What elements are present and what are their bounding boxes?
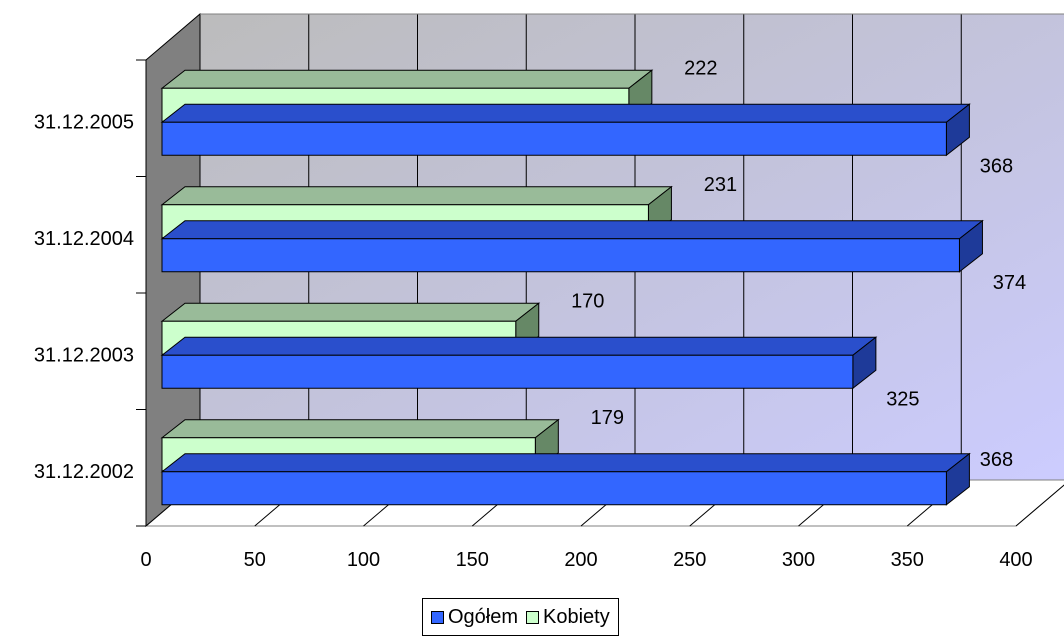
legend-label-ogolem: Ogółem [448,605,519,628]
x-tick-label: 150 [456,549,489,571]
floor-gridline [1015,484,1064,527]
data-label-ogolem: 368 [980,449,1013,471]
data-label-kobiety: 222 [684,57,717,79]
legend-label-kobiety: Kobiety [543,605,610,628]
x-tick-label: 100 [347,549,380,571]
data-label-ogolem: 374 [993,272,1026,294]
x-tick-label: 0 [140,549,151,571]
legend-swatch-kobiety [526,610,540,624]
labels-layer: 0 50 100 150 200 250 300 350 400 31.12.2005 222 368… [34,57,1033,571]
data-label-ogolem: 368 [980,155,1013,177]
data-label-kobiety: 170 [571,290,604,312]
bar-ogolem-top [160,336,878,356]
bar-ogolem [160,336,878,390]
bar-ogolem-front [161,238,960,273]
bar-kobiety-top [160,69,654,89]
data-label-kobiety: 179 [591,407,624,429]
bar-ogolem-front [161,354,854,389]
y-category-label: 31.12.2003 [34,344,134,366]
y-category-label: 31.12.2002 [34,461,134,483]
x-tick-label: 250 [673,549,706,571]
x-tick-label: 350 [891,549,924,571]
bar-ogolem-front [161,121,947,156]
bar-ogolem [160,103,971,157]
legend: Ogółem Kobiety [422,598,619,636]
bar-ogolem-top [160,103,971,123]
legend-item-kobiety: Kobiety [526,606,610,629]
bar-ogolem-top [160,453,971,473]
bar-kobiety-top [160,419,560,439]
data-label-kobiety: 231 [704,174,737,196]
bars-layer [160,69,984,506]
bar-kobiety-top [160,302,541,322]
data-label-ogolem: 325 [886,388,919,410]
y-category-label: 31.12.2005 [34,111,134,133]
bar-ogolem-front [161,471,947,506]
bar-ogolem [160,219,984,273]
bar-ogolem-top [160,220,984,240]
x-tick-label: 400 [999,549,1032,571]
x-tick-label: 200 [564,549,597,571]
bar-ogolem [160,452,971,506]
x-tick-label: 50 [244,549,266,571]
x-tick-label: 300 [782,549,815,571]
y-category-label: 31.12.2004 [34,228,134,250]
legend-item-ogolem: Ogółem [431,606,518,629]
legend-swatch-ogolem [431,610,444,624]
bar-kobiety-top [160,186,673,206]
